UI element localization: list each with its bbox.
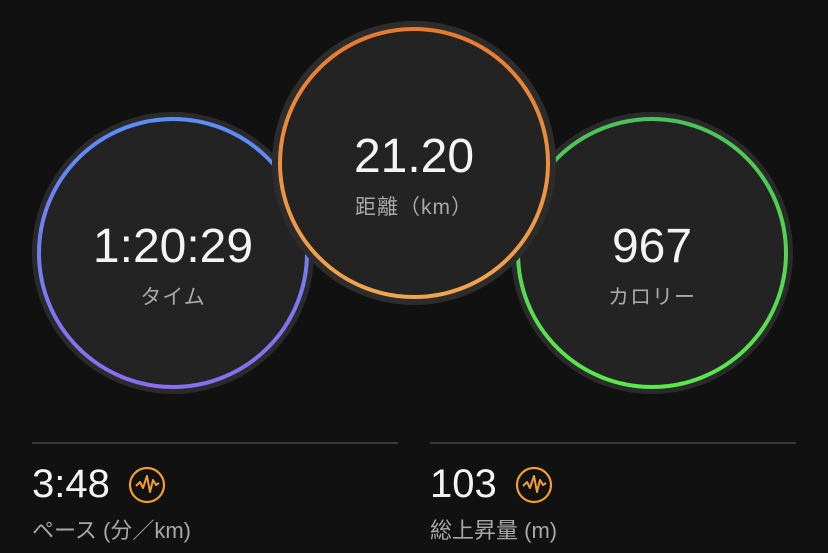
- elevation-stat[interactable]: 103 総上昇量 (m): [430, 462, 557, 545]
- distance-label: 距離（km）: [355, 196, 473, 219]
- distance-value: 21.20: [353, 130, 475, 183]
- time-label: タイム: [140, 286, 206, 309]
- calories-value: 967: [611, 220, 693, 273]
- pace-stat[interactable]: 3:48 ペース (分／km): [32, 462, 191, 545]
- activity-pulse-icon: [129, 466, 166, 503]
- time-gauge[interactable]: 1:20:29 タイム: [31, 111, 315, 395]
- time-ring: [32, 112, 314, 394]
- divider-left: [32, 442, 398, 444]
- distance-ring: [272, 21, 556, 305]
- calories-ring: [511, 112, 793, 394]
- pace-label: ペース (分／km): [32, 518, 191, 543]
- calories-label: カロリー: [608, 286, 696, 309]
- pace-value: 3:48: [32, 462, 110, 506]
- calories-gauge[interactable]: 967 カロリー: [510, 111, 794, 395]
- activity-pulse-icon: [516, 466, 553, 503]
- time-value: 1:20:29: [92, 220, 254, 273]
- elevation-value: 103: [430, 462, 497, 506]
- distance-gauge[interactable]: 21.20 距離（km）: [272, 21, 556, 305]
- divider-right: [430, 442, 796, 444]
- elevation-label: 総上昇量 (m): [430, 518, 558, 543]
